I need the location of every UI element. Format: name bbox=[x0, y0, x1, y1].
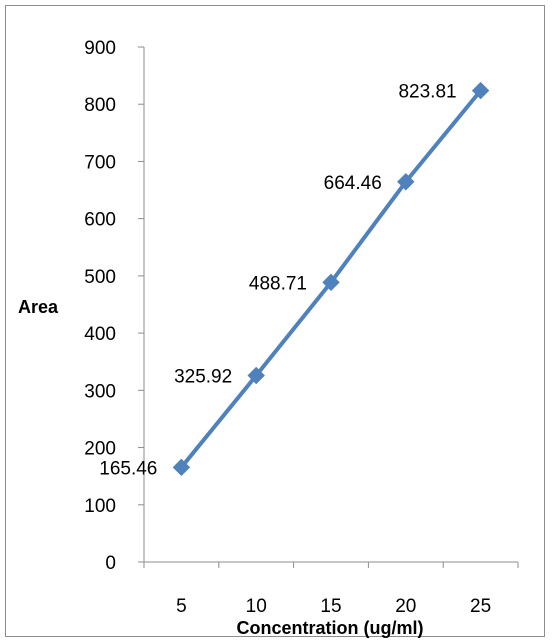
x-tick-label: 15 bbox=[320, 596, 341, 617]
data-label: 488.71 bbox=[249, 273, 307, 294]
y-tick-label: 600 bbox=[84, 210, 116, 231]
data-point-marker bbox=[247, 366, 265, 385]
y-tick-label: 0 bbox=[105, 553, 116, 574]
data-label: 823.81 bbox=[398, 82, 456, 103]
chart-frame bbox=[5, 5, 545, 637]
x-tick-label: 5 bbox=[176, 596, 187, 617]
data-label: 325.92 bbox=[174, 367, 232, 388]
y-tick-label: 200 bbox=[84, 439, 116, 460]
data-labels: 165.46 325.92 488.71 664.46 823.81 bbox=[99, 82, 456, 480]
data-point-marker bbox=[172, 458, 191, 477]
data-label: 165.46 bbox=[99, 458, 157, 479]
y-tick-label: 400 bbox=[84, 324, 116, 345]
y-tick-label: 300 bbox=[84, 381, 116, 402]
data-point-marker bbox=[471, 81, 490, 100]
y-ticks: 0 100 200 300 400 500 600 700 800 900 bbox=[84, 38, 144, 574]
x-tick-label: 20 bbox=[395, 596, 416, 617]
y-tick-label: 500 bbox=[84, 267, 116, 288]
x-axis-title: Concentration (ug/ml) bbox=[237, 618, 424, 638]
x-tick-label: 25 bbox=[470, 596, 491, 617]
y-tick-label: 100 bbox=[84, 496, 116, 517]
data-point-marker bbox=[322, 273, 340, 292]
y-tick-label: 700 bbox=[84, 152, 116, 173]
axes: 0 100 200 300 400 500 600 700 800 900 5 10 15 20 25 bbox=[84, 38, 519, 617]
x-tick-label: 10 bbox=[246, 596, 267, 617]
y-tick-label: 800 bbox=[84, 95, 116, 116]
data-label: 664.46 bbox=[324, 173, 382, 194]
x-ticks: 5 10 15 20 25 bbox=[143, 562, 519, 617]
series-layer bbox=[172, 81, 490, 477]
y-axis-title: Area bbox=[18, 297, 59, 317]
y-tick-label: 900 bbox=[84, 38, 116, 59]
data-point-marker bbox=[397, 173, 415, 191]
